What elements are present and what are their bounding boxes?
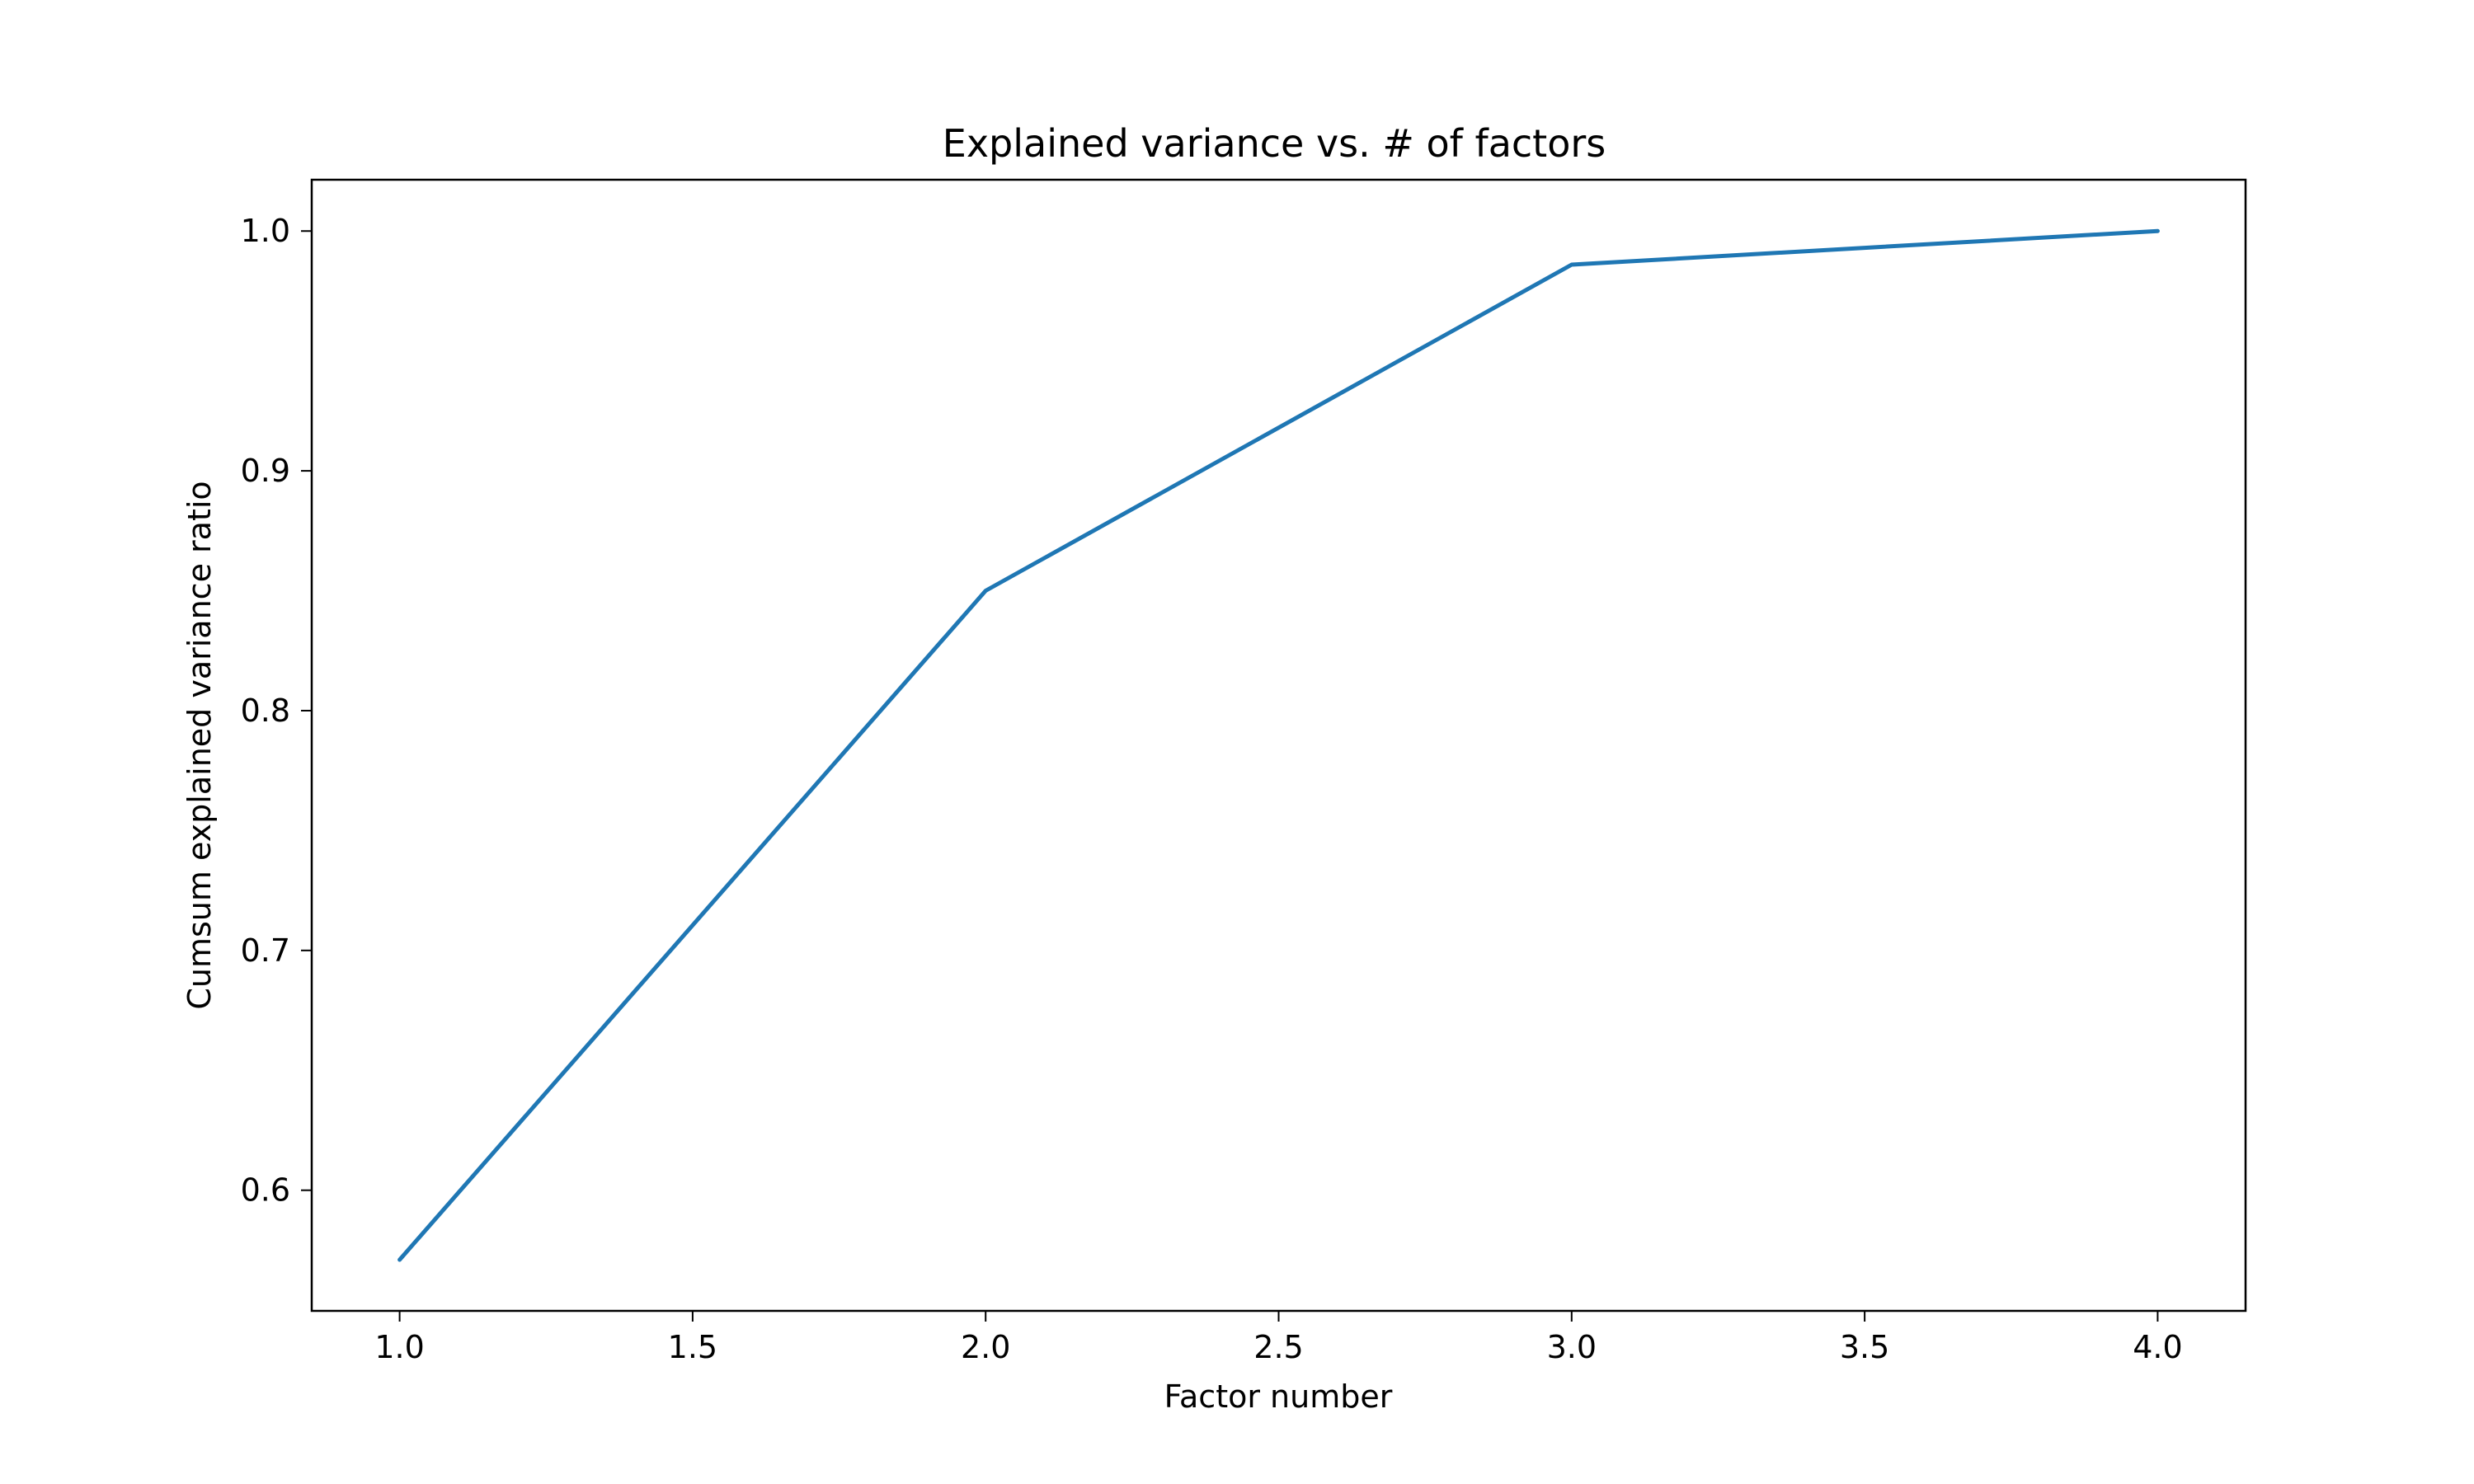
x-tick-label: 3.0 [1547,1329,1597,1365]
series-line-0 [397,228,2160,1262]
x-axis-label: Factor number [1164,1378,1393,1415]
x-tick-label: 2.5 [1253,1329,1303,1365]
x-axis-ticks: 1.0 1.5 2.0 2.5 3.0 3.5 4.0 [374,1311,2183,1365]
chart-title: Explained variance vs. # of factors [943,121,1606,166]
y-tick-label: 0.9 [241,453,290,489]
x-tick-label: 4.0 [2133,1329,2182,1365]
x-tick-label: 3.5 [1840,1329,1889,1365]
series-group [397,228,2160,1262]
y-axis-ticks: 0.6 0.7 0.8 0.9 1.0 [241,213,312,1209]
y-axis-label: Cumsum explained variance ratio [181,481,218,1009]
x-tick-label: 2.0 [961,1329,1010,1365]
y-tick-label: 1.0 [241,213,290,249]
x-tick-label: 1.0 [374,1329,424,1365]
y-tick-label: 0.6 [241,1172,290,1209]
y-tick-label: 0.8 [241,693,290,729]
x-tick-label: 1.5 [668,1329,717,1365]
y-tick-label: 0.7 [241,932,290,969]
plot-area-frame [310,178,2247,1313]
